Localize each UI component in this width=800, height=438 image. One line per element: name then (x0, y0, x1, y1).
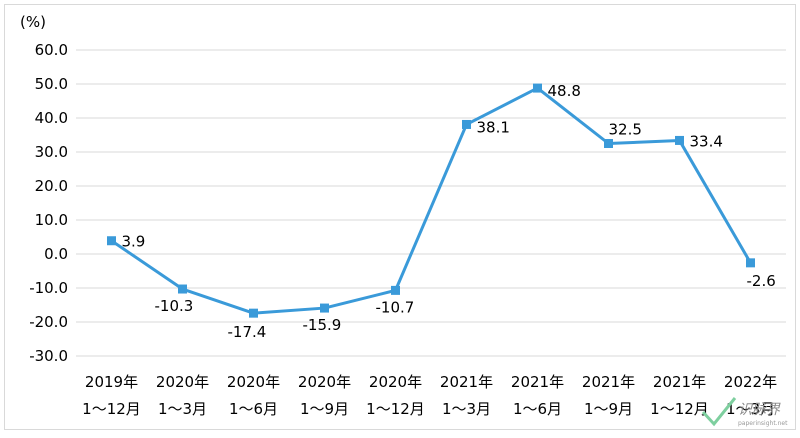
y-tick-label: 50.0 (35, 75, 68, 93)
data-point-marker (320, 303, 329, 313)
data-label: -15.9 (303, 316, 342, 334)
watermark-checkmark-icon (701, 397, 737, 427)
data-point-marker (462, 119, 471, 129)
x-tick-label: 2021年 (440, 373, 493, 391)
watermark-url: paperinsight.net (738, 420, 788, 427)
series-line-path (110, 86, 752, 315)
x-tick-label: 1～6月 (513, 400, 562, 418)
data-point-marker (604, 139, 613, 148)
x-tick-label: 1～6月 (229, 400, 278, 418)
data-label: 48.8 (548, 82, 581, 100)
y-tick-label: 0.0 (44, 245, 68, 263)
y-tick-label: 60.0 (35, 41, 68, 59)
x-tick-label: 1～9月 (584, 400, 633, 418)
data-point-marker (391, 285, 400, 295)
gridlines (76, 49, 786, 357)
data-point-marker (746, 258, 755, 268)
x-tick-label: 1～3月 (726, 400, 775, 418)
x-tick-label: 2020年 (369, 373, 422, 391)
y-tick-label: 40.0 (35, 109, 68, 127)
y-tick-label: -30.0 (29, 347, 68, 365)
x-tick-label: 1～3月 (442, 400, 491, 418)
y-axis-ticks: 60.0 50.0 40.0 30.0 20.0 10.0 0.0 -10.0 -20.0 -30… (29, 41, 68, 365)
x-tick-label: 1～12月 (82, 400, 141, 418)
x-tick-label: 2021年 (653, 373, 706, 391)
x-tick-label: 1～3月 (158, 400, 207, 418)
x-tick-label: 2020年 (298, 373, 351, 391)
watermark-logo: 识脉界 paperinsight.net (701, 397, 788, 427)
series-line (107, 83, 755, 318)
data-point-marker (249, 308, 258, 318)
x-tick-label: 2020年 (156, 373, 209, 391)
data-label: 3.9 (122, 233, 146, 251)
x-tick-label: 2020年 (227, 373, 280, 391)
x-tick-label: 2019年 (85, 373, 138, 391)
data-label: -2.6 (747, 272, 776, 290)
data-label: -10.7 (376, 298, 415, 316)
y-tick-label: 20.0 (35, 177, 68, 195)
data-label: 33.4 (690, 132, 723, 150)
x-tick-label: 1～9月 (300, 400, 349, 418)
y-tick-label: -10.0 (29, 279, 68, 297)
y-tick-label: 30.0 (35, 143, 68, 161)
chart-border (4, 4, 796, 430)
data-point-marker (107, 236, 116, 246)
data-point-marker (533, 83, 542, 93)
data-label: 32.5 (609, 121, 642, 139)
data-label: -10.3 (155, 297, 194, 315)
x-tick-label: 2021年 (511, 373, 564, 391)
data-labels: 3.9 -10.3 -17.4 -15.9 -10.7 38.1 48.8 32.5 33.4 -… (122, 82, 776, 341)
x-tick-label: 2022年 (724, 373, 777, 391)
x-tick-label: 1～12月 (366, 400, 425, 418)
data-label: 38.1 (477, 118, 510, 136)
watermark-brand: 识脉界 (738, 402, 781, 418)
y-tick-label: -20.0 (29, 313, 68, 331)
x-axis-ticks: 2019年 1～12月 2020年 1～3月 2020年 1～6月 2020年 1～9月 202… (82, 373, 777, 418)
data-label: -17.4 (228, 323, 267, 341)
y-tick-label: 10.0 (35, 211, 68, 229)
data-point-marker (675, 135, 684, 145)
unit-label: (%) (20, 13, 46, 31)
x-tick-label: 1～12月 (650, 400, 709, 418)
data-point-marker (178, 284, 187, 294)
x-tick-label: 2021年 (582, 373, 635, 391)
